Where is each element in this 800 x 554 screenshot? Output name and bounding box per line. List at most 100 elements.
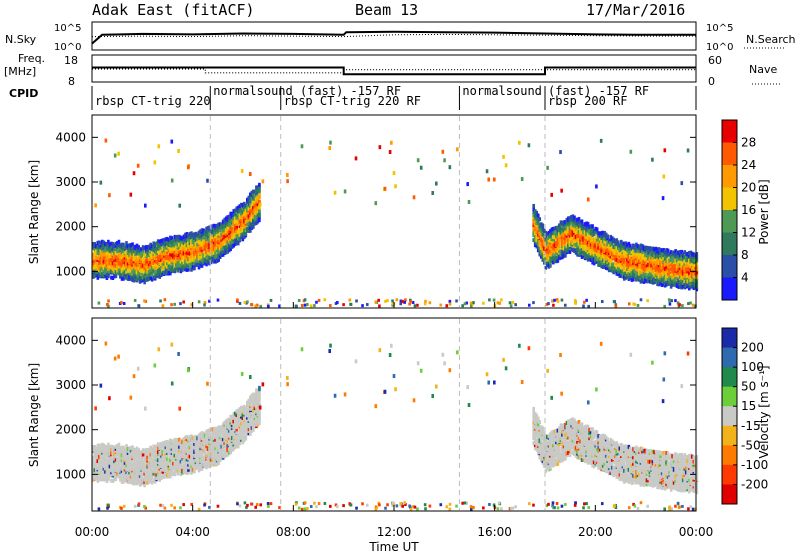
velocity-echo-350 bbox=[123, 471, 127, 476]
velocity-echo-687 bbox=[153, 465, 157, 470]
power-echo-3584 bbox=[683, 259, 687, 264]
velocity-echo-366 bbox=[125, 473, 128, 478]
power-echo-1806 bbox=[253, 216, 257, 221]
velocity-echo-647 bbox=[149, 448, 152, 453]
power-echo-585 bbox=[144, 264, 148, 269]
power-echo-3591 bbox=[684, 281, 688, 286]
power-echo-85 bbox=[99, 268, 103, 273]
velocity-echo-727 bbox=[156, 452, 160, 457]
power-echo-2526 bbox=[589, 231, 593, 236]
power-echo-1894 bbox=[533, 234, 537, 239]
power-echo-3552 bbox=[681, 282, 685, 287]
power-echo-1429 bbox=[218, 237, 222, 242]
power-echo-262 bbox=[114, 250, 118, 255]
power-echo-1428 bbox=[218, 239, 222, 244]
power-echo-2939 bbox=[627, 264, 631, 269]
power-echo-2478 bbox=[585, 227, 588, 232]
power-echo-876 bbox=[170, 265, 174, 270]
power-echo-1054 bbox=[185, 237, 189, 242]
velocity-echo-577 bbox=[143, 448, 146, 453]
power-echo-1854 bbox=[258, 218, 261, 223]
power-echo-1800 bbox=[252, 192, 255, 197]
power-echo-1836 bbox=[255, 185, 258, 190]
velocity-echo-419 bbox=[129, 464, 133, 469]
power-echo-2708 bbox=[606, 252, 610, 257]
power-echo-3360 bbox=[665, 278, 668, 283]
power-echo-2739 bbox=[609, 254, 613, 259]
power-echo-1741 bbox=[247, 220, 251, 225]
power-echo-1692 bbox=[243, 219, 246, 224]
power-echo-2683 bbox=[604, 263, 608, 268]
power-echo-90 bbox=[99, 259, 103, 264]
noise-tick-top-left: 10^5 bbox=[54, 23, 81, 34]
velocity-echo-638 bbox=[149, 467, 152, 472]
power-echo-2173 bbox=[558, 243, 561, 248]
power-echo-3815 bbox=[639, 298, 643, 302]
velocity-echo-932 bbox=[175, 448, 178, 453]
power-echo-696 bbox=[153, 246, 157, 251]
power-echo-2180 bbox=[558, 228, 561, 233]
power-echo-2950 bbox=[627, 241, 631, 246]
power-echo-3549 bbox=[680, 252, 683, 257]
power-echo-1090 bbox=[188, 235, 192, 240]
power-echo-2171 bbox=[558, 246, 561, 251]
power-echo-1478 bbox=[223, 227, 226, 232]
velocity-echo-713 bbox=[155, 451, 159, 456]
power-echo-3813 bbox=[574, 301, 577, 305]
velocity-echo-246 bbox=[113, 454, 116, 459]
velocity-echo-23 bbox=[93, 468, 97, 473]
power-echo-1127 bbox=[193, 266, 196, 271]
power-echo-1304 bbox=[208, 257, 211, 262]
power-echo-1585 bbox=[232, 209, 236, 214]
power-echo-1903 bbox=[533, 216, 537, 221]
power-echo-1300 bbox=[206, 229, 210, 234]
power-echo-1950 bbox=[538, 230, 542, 235]
power-echo-3799 bbox=[680, 181, 684, 186]
power-echo-2224 bbox=[562, 235, 566, 240]
power-echo-111 bbox=[101, 245, 104, 250]
power-echo-1407 bbox=[217, 242, 220, 247]
velocity-echo-377 bbox=[125, 453, 128, 458]
velocity-echo-579 bbox=[144, 480, 148, 485]
power-echo-31 bbox=[95, 273, 98, 278]
power-echo-2030 bbox=[546, 252, 549, 257]
power-echo-2496 bbox=[586, 221, 590, 226]
power-echo-1177 bbox=[197, 265, 201, 270]
velocity-echo-567 bbox=[143, 475, 146, 480]
velocity-echo-798 bbox=[162, 447, 166, 452]
power-echo-447 bbox=[132, 275, 136, 280]
power-echo-3118 bbox=[642, 254, 646, 259]
velocity-echo-323 bbox=[120, 455, 124, 460]
velocity-echo-659 bbox=[150, 453, 154, 458]
power-echo-2731 bbox=[607, 238, 611, 243]
power-echo-3934 bbox=[254, 304, 258, 308]
power-echo-3557 bbox=[681, 275, 685, 280]
power-echo-215 bbox=[110, 247, 113, 252]
power-echo-3785 bbox=[117, 151, 120, 156]
power-echo-3003 bbox=[632, 244, 635, 249]
power-echo-1022 bbox=[184, 264, 187, 269]
velocity-echo-41 bbox=[95, 454, 98, 459]
power-echo-2111 bbox=[552, 230, 555, 235]
velocity-echo-501 bbox=[137, 468, 140, 473]
power-echo-1318 bbox=[209, 260, 213, 265]
power-echo-412 bbox=[129, 273, 133, 278]
power-echo-1201 bbox=[199, 255, 202, 260]
power-echo-723 bbox=[156, 260, 160, 265]
power-echo-1132 bbox=[193, 257, 196, 262]
power-echo-2700 bbox=[606, 266, 610, 271]
power-echo-841 bbox=[167, 266, 171, 271]
power-echo-119 bbox=[102, 265, 106, 270]
velocity-echo-338 bbox=[122, 459, 125, 464]
power-echo-3112 bbox=[642, 267, 646, 272]
power-echo-1599 bbox=[233, 212, 237, 217]
power-echo-2427 bbox=[580, 226, 584, 231]
power-echo-3185 bbox=[648, 246, 652, 251]
power-echo-1847 bbox=[256, 196, 260, 201]
velocity-echo-510 bbox=[137, 451, 140, 456]
power-echo-2184 bbox=[559, 255, 563, 260]
power-echo-1752 bbox=[249, 228, 252, 233]
power-echo-3088 bbox=[641, 278, 644, 283]
power-echo-2188 bbox=[559, 249, 563, 254]
nave-tick-bottom: 0 bbox=[708, 75, 715, 88]
